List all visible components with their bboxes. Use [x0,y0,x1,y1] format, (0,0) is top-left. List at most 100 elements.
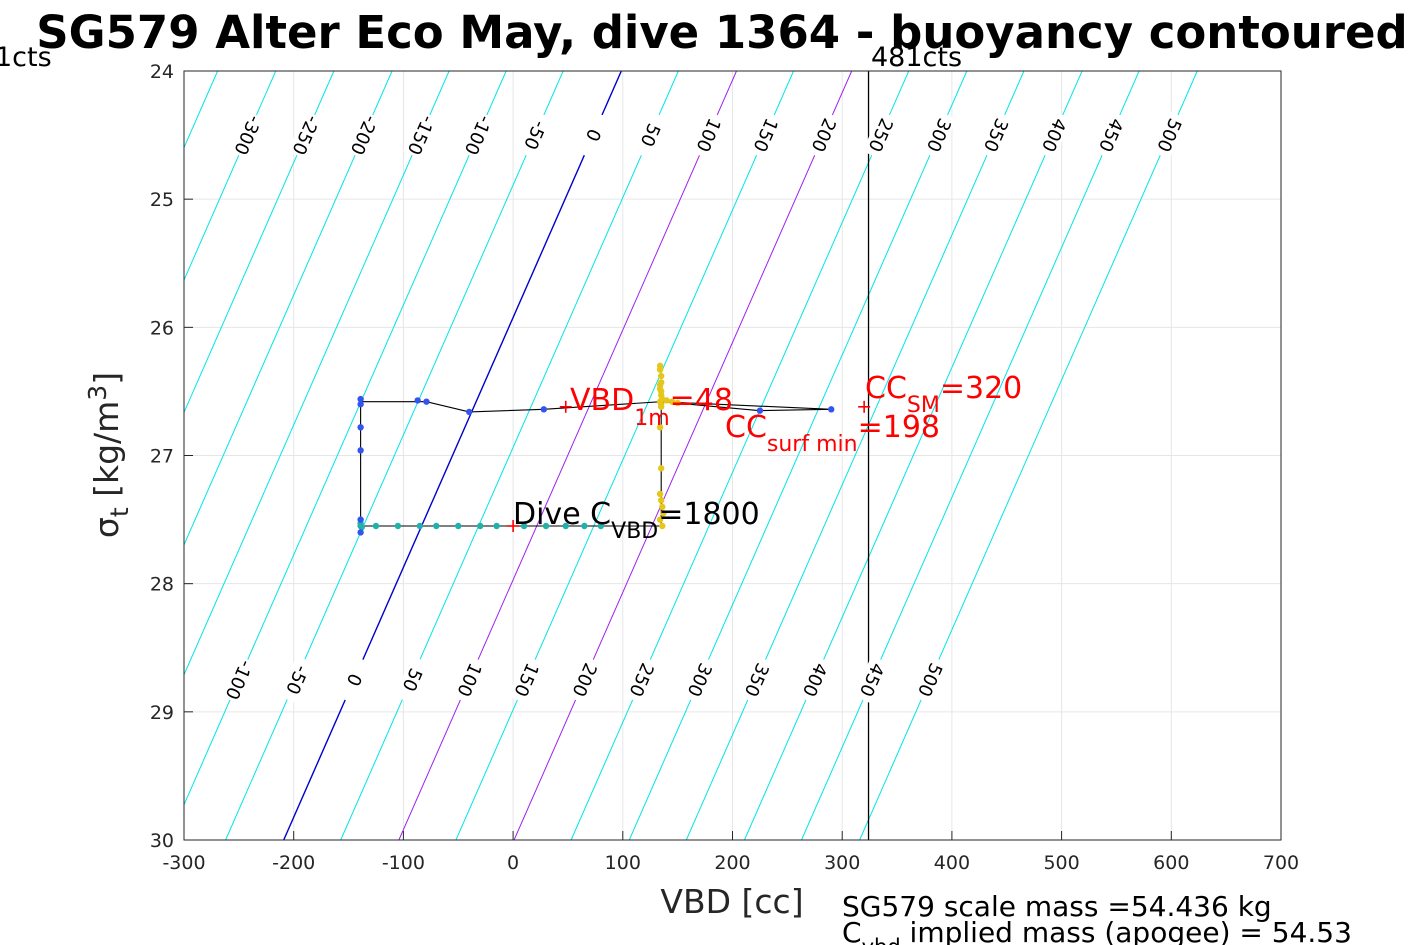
dive-c-annotation: Dive CVBD=1800 [513,497,760,544]
contour-line [801,71,1140,840]
x-tick-label: 300 [824,852,860,874]
x-tick-label: 0 [507,852,519,874]
cc-surf-sub: surf min [767,432,858,457]
contour-label-bg [394,655,431,704]
contour-label-bg [911,655,948,704]
trace-point-teal [476,522,484,530]
contour-line [184,71,277,282]
x-tick-label: 100 [605,852,641,874]
contour-line [743,71,1083,840]
x-tick-label: -300 [162,852,205,874]
trace-point-teal [493,522,500,530]
contour-label-bg [345,110,382,160]
contour-line [184,71,450,677]
contour-label-bg [575,110,612,160]
trace-point-yellow [656,516,664,523]
y-axis-label: σt [kg/m3] [83,372,134,538]
buoyancy-contours [0,71,1198,840]
footer-implied-mass-rest: implied mass (apogee) = 54.53 [901,916,1352,945]
contour-label-bg [738,655,775,704]
y-tick-label: 28 [150,574,174,596]
footer-implied-mass-main: C [842,916,862,945]
trace-point-yellow [657,497,665,504]
contour-label-bg [690,110,727,160]
y-axis-label-unit-post: ] [87,372,126,385]
contour-label-bg [287,110,324,160]
contour-line [184,71,393,547]
y-tick-label: 27 [150,446,174,468]
y-tick-label: 24 [150,61,174,83]
footer-implied-mass: Cvbd implied mass (apogee) = 54.53 [842,916,1352,945]
trace-point-blue [357,447,364,454]
contour-label-bg [632,110,669,160]
trace-point-teal [433,522,440,530]
y-axis-label-unit-sup: 3 [83,385,112,401]
y-tick-label: 30 [150,830,174,852]
dive-c-main: Dive C [513,497,611,532]
contour-line [398,71,737,840]
trace-points [357,362,835,536]
vbd-1m-annotation: VBD1m=48 [570,383,733,431]
contour-label-bg [278,655,315,704]
trace-point-blue [828,406,835,413]
contour-label-bg [977,110,1014,160]
trace-point-yellow [674,399,681,407]
trace-point-teal [372,522,380,530]
trace-point-yellow [660,509,667,517]
contour-line [184,71,507,806]
y-axis-label-main: σ [87,517,126,538]
trace-point-yellow [657,372,665,380]
trace-point-yellow [657,465,665,472]
trace-point-teal [358,524,365,531]
contour-label-bg [681,655,718,704]
footer-scale-mass: SG579 scale mass =54.436 kg [842,890,1272,923]
y-axis-label-unit-pre: [kg/m [87,401,126,508]
contour-line [340,71,679,840]
contour-line [628,71,968,840]
contour-label-bg [1092,110,1129,160]
contour-label-bg [805,110,842,160]
trace-point-yellow [656,366,664,373]
contour-label-bg [747,110,784,160]
dive-c-value: =1800 [658,497,759,532]
contour-line [225,71,564,840]
footer-implied-mass-sub: vbd [862,935,901,945]
trace-point-teal [520,522,528,530]
trace-point-yellow [657,403,665,410]
contour-label-bg [796,655,833,704]
y-tick-label: 25 [150,189,174,211]
y-tick-label: 26 [150,317,174,339]
trace-point-blue [357,401,364,408]
trace-point-teal [394,522,402,530]
contour-line [0,71,159,840]
trace-point-teal [562,522,569,530]
x-axis-label: VBD [cc] [660,882,803,921]
contour-label-bg [220,655,257,704]
contour-label-bg [508,655,545,704]
dive-c-sub: VBD [611,519,658,544]
trace-point-blue [357,395,364,403]
trace-point-teal [416,522,424,530]
marker-cc-sm [858,400,871,413]
cc-sm-sub: SM [907,393,940,418]
trace-point-blue [414,397,421,404]
contour-label-bg [517,110,554,160]
trace-point-yellow [659,522,666,530]
contour-label-bg [862,110,899,160]
trace-point-blue [423,398,430,405]
contour-label-bg [451,655,488,704]
contour-line [283,71,622,840]
trace-point-teal [542,522,550,530]
trace-point-yellow [656,490,664,498]
red-markers [507,400,871,532]
axis-ticks: -300 -200 -100 0 100 200 300 400 500 600 700 24 25 26… [150,61,1299,874]
contour-line [570,71,910,840]
contour-label-bg [920,110,957,160]
trace-point-teal [455,522,462,530]
trace-point-blue [357,529,364,536]
contour-line [455,71,795,840]
trace-point-blue [357,516,364,523]
trace-point-yellow [657,388,665,395]
vbd-1m-value: =48 [670,383,733,418]
